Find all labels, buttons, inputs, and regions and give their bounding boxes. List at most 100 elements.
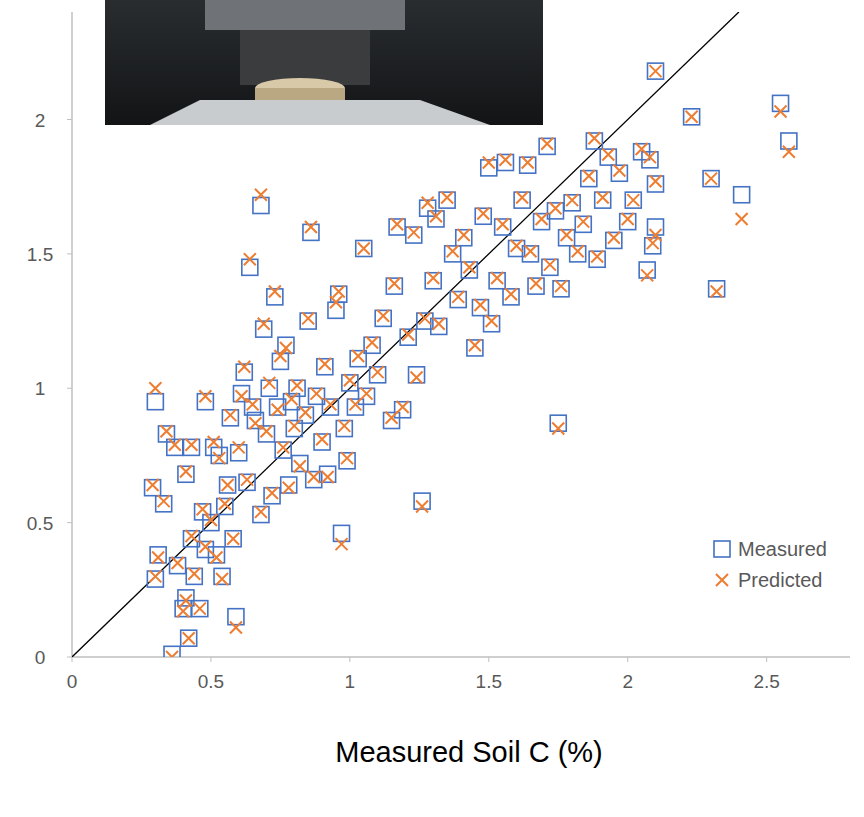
y-tick: [67, 522, 72, 523]
data-point: [299, 406, 311, 418]
data-point: [522, 157, 534, 169]
data-point: [477, 208, 489, 220]
data-point: [339, 453, 355, 469]
y-tick-label: 0.5: [27, 513, 53, 534]
data-point: [644, 151, 656, 163]
data-point: [328, 302, 344, 318]
data-point: [275, 442, 291, 458]
data-point: [336, 421, 352, 437]
data-point: [553, 281, 569, 297]
data-point: [783, 146, 795, 158]
data-point: [302, 312, 314, 324]
data-point: [650, 175, 662, 187]
plot-area: [72, 12, 797, 657]
data-point: [602, 148, 614, 160]
data-point: [220, 477, 236, 493]
data-point: [409, 367, 425, 383]
legend: MeasuredPredicted: [714, 538, 827, 591]
data-point: [431, 318, 447, 334]
y-tick: [67, 253, 72, 254]
data-point: [549, 202, 561, 214]
y-tick-label: 1: [35, 378, 46, 399]
data-point: [333, 286, 345, 298]
data-point: [160, 425, 172, 437]
data-point: [461, 262, 477, 278]
data-point: [711, 286, 723, 298]
data-point: [216, 573, 228, 585]
data-point: [178, 466, 194, 482]
data-point: [648, 176, 664, 192]
x-axis-title: Measured Soil C (%): [335, 736, 603, 768]
data-point: [183, 632, 195, 644]
data-point: [249, 417, 261, 429]
y-tick: [67, 388, 72, 389]
data-point: [225, 531, 241, 547]
y-tick-label: 0: [35, 647, 46, 668]
data-point: [447, 245, 459, 257]
data-point: [291, 380, 303, 392]
data-point: [167, 439, 183, 455]
data-point: [185, 439, 197, 451]
data-point: [217, 499, 233, 515]
data-point: [211, 447, 227, 463]
data-point: [600, 149, 616, 165]
data-point: [684, 109, 700, 125]
data-point: [386, 412, 398, 424]
data-point: [503, 289, 519, 305]
data-point: [555, 280, 567, 292]
data-point: [541, 138, 553, 150]
data-point: [150, 547, 166, 563]
data-point: [311, 388, 323, 400]
data-point: [620, 214, 636, 230]
data-point: [358, 243, 370, 255]
data-point: [342, 375, 358, 391]
data-point: [542, 259, 558, 275]
x-tick: [488, 657, 489, 662]
data-point: [439, 192, 455, 208]
data-point: [222, 410, 238, 426]
data-point: [152, 552, 164, 564]
instrument-photo: [105, 0, 543, 125]
data-point: [595, 192, 611, 208]
data-point: [645, 238, 661, 254]
data-point: [524, 245, 536, 257]
data-point: [564, 195, 580, 211]
data-point: [734, 187, 750, 203]
data-point: [344, 374, 356, 386]
data-point: [263, 377, 275, 389]
data-point: [400, 329, 416, 345]
data-point: [472, 300, 488, 316]
data-point: [773, 95, 789, 111]
data-point: [199, 541, 211, 553]
data-point: [566, 194, 578, 206]
data-point: [147, 479, 159, 491]
legend-marker: [714, 541, 730, 557]
legend-label: Predicted: [738, 569, 823, 591]
data-point: [169, 439, 181, 451]
data-point: [222, 479, 234, 491]
data-point: [149, 570, 161, 582]
data-point: [213, 452, 225, 464]
data-point: [208, 547, 224, 563]
data-point: [147, 571, 163, 587]
data-point: [172, 557, 184, 569]
data-point: [422, 197, 434, 209]
series-0: [145, 63, 797, 657]
data-point: [583, 170, 595, 182]
data-point: [552, 423, 564, 435]
data-point: [530, 277, 542, 289]
data-point: [156, 496, 172, 512]
data-point: [170, 558, 186, 574]
data-point: [458, 229, 470, 241]
data-point: [274, 350, 286, 362]
data-point: [456, 230, 472, 246]
data-point: [205, 514, 217, 526]
data-point: [261, 425, 273, 437]
data-point: [300, 313, 316, 329]
data-point: [238, 361, 250, 373]
data-point: [641, 269, 653, 281]
data-point: [597, 191, 609, 203]
data-point: [320, 466, 336, 482]
data-point: [164, 646, 180, 657]
data-point: [591, 251, 603, 263]
